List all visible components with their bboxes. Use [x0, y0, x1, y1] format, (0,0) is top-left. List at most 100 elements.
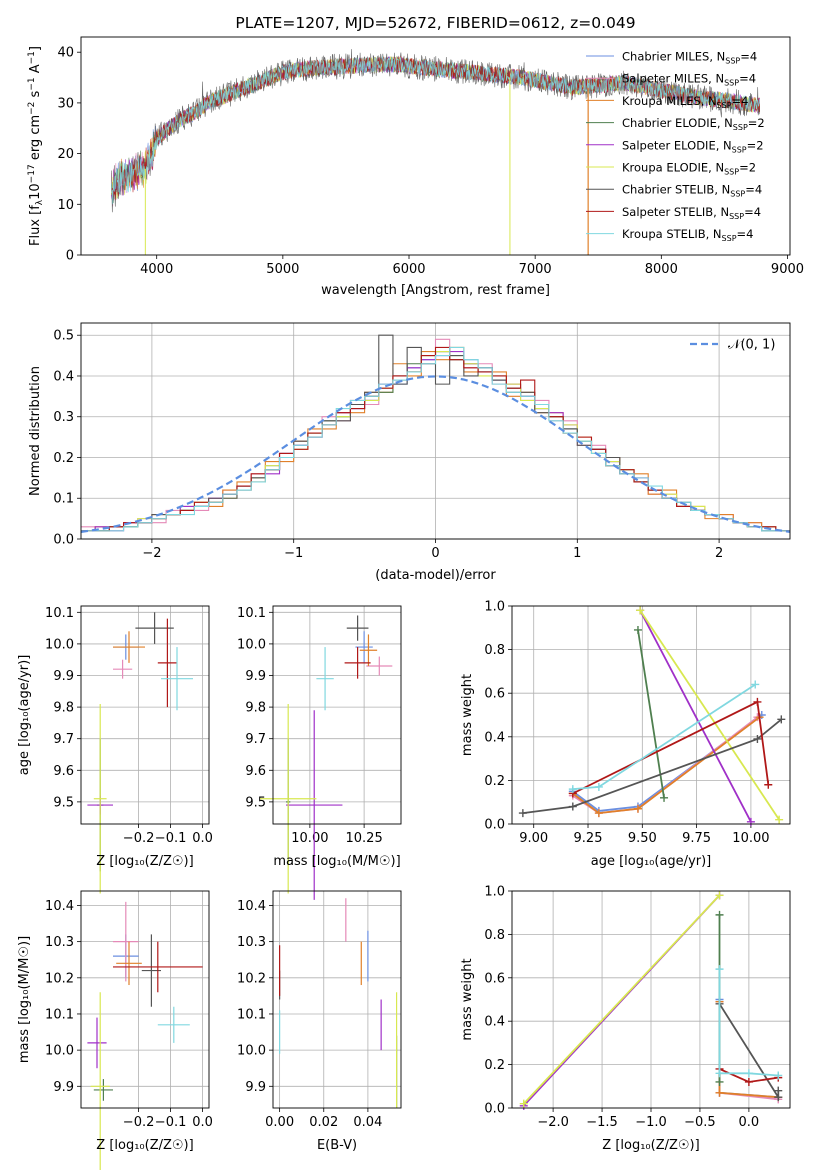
y-axis-label: mass weight — [460, 958, 475, 1040]
legend-label-main: Kroupa STELIB, N — [622, 227, 722, 241]
x-tick-label: 2 — [715, 546, 723, 561]
ebv_mass-points — [279, 898, 398, 1108]
x-tick-label: −2.0 — [537, 1115, 569, 1130]
series-line-salpeter_elodie — [639, 609, 752, 823]
series-marker-chabrier_stelib — [753, 734, 762, 743]
mass_age-axes: 10.00 10.25 9.5 9.6 9.7 9.8 9.9 10.0 10.1 — [237, 606, 401, 846]
x-tick-label: −1 — [284, 546, 303, 561]
y-tick-label: 9.8 — [53, 701, 74, 716]
y-tick-label: 0.0 — [484, 1102, 505, 1117]
y-tick-label: 10.0 — [45, 1044, 74, 1059]
y-tick-label: 30 — [57, 96, 74, 111]
y-tick-label: 10.1 — [237, 606, 266, 621]
series-marker-chabrier_stelib — [774, 1086, 783, 1095]
x-tick-label: 9000 — [771, 262, 804, 277]
y-axis-label-part: s — [28, 90, 43, 101]
y-tick-label: 0.8 — [484, 928, 505, 943]
y-tick-label: 0.4 — [484, 1015, 505, 1030]
series-line-chabrier_elodie — [637, 629, 665, 798]
z_age-frame — [80, 605, 210, 825]
y-tick-label: 9.7 — [53, 732, 74, 747]
x-tick-label: 10.00 — [291, 831, 328, 846]
series-marker-kroupa_stelib — [715, 965, 724, 974]
legend-label-sub: SSP — [722, 234, 737, 243]
series-line-chabrier_stelib — [522, 718, 782, 814]
legend-label-main: Salpeter STELIB, N — [622, 205, 729, 219]
x-tick-label: −0.1 — [155, 831, 187, 846]
y-tick-label: 0.0 — [53, 533, 74, 548]
y-tick-label: 0.0 — [484, 818, 505, 833]
x-axis-label: Z [log₁₀(Z/Z☉)] — [96, 1138, 193, 1153]
x-axis-label: wavelength [Angstrom, rest frame] — [321, 283, 550, 298]
x-axis-label: mass [log₁₀(M/M☉)] — [273, 854, 400, 869]
y-axis-label-part: ] — [28, 46, 43, 51]
y-tick-label: 0.2 — [484, 774, 505, 789]
z_mass-axes: −0.2 −0.1 0.0 9.9 10.0 10.1 10.2 10.3 10.4 — [45, 891, 213, 1130]
x-tick-label: 7000 — [519, 262, 552, 277]
y-tick-label: 1.0 — [484, 885, 505, 900]
y-tick-label: 10.1 — [237, 1007, 266, 1022]
legend-label: Kroupa STELIB, NSSP=4 — [622, 227, 753, 243]
y-tick-label: 1.0 — [484, 600, 505, 615]
x-axis-label: E(B-V) — [317, 1138, 357, 1153]
y-tick-label: 10.0 — [45, 637, 74, 652]
legend-label-rest: =4 — [744, 205, 761, 219]
y-tick-label: 9.9 — [245, 1080, 266, 1095]
x-tick-label: 10.25 — [346, 831, 383, 846]
series-marker-kroupa_stelib — [751, 680, 760, 689]
x-tick-label: −0.2 — [123, 831, 155, 846]
x-tick-label: −0.5 — [684, 1115, 716, 1130]
y-tick-label: 10.0 — [237, 637, 266, 652]
y-tick-label: 9.9 — [53, 1080, 74, 1095]
series-marker-kroupa_miles — [594, 809, 603, 818]
series-marker-kroupa_stelib — [744, 1069, 753, 1078]
x-tick-label: 5000 — [266, 262, 299, 277]
x-tick-label: 4000 — [140, 262, 173, 277]
series-line-salpeter_miles — [572, 716, 758, 815]
x-tick-label: 9.00 — [519, 831, 548, 846]
chart-title: PLATE=1207, MJD=52672, FIBERID=0612, z=0… — [235, 14, 635, 32]
y-tick-label: 9.8 — [245, 701, 266, 716]
legend-label-sub: SSP — [733, 123, 748, 132]
legend-label-main: Chabrier MILES, N — [622, 50, 725, 64]
legend-label-main: Chabrier STELIB, N — [622, 183, 730, 197]
legend-label-rest: =4 — [745, 183, 762, 197]
legend-label-rest: =4 — [740, 50, 757, 64]
legend-label-sub: SSP — [717, 101, 732, 110]
legend-label-rest: =4 — [737, 227, 754, 241]
ebv_mass-axes: 0.00 0.02 0.04 9.9 10.0 10.1 10.2 10.3 10.4 — [237, 891, 401, 1130]
age_weight-frame — [511, 605, 791, 825]
y-tick-label: 10.0 — [237, 1044, 266, 1059]
y-tick-label: 0.6 — [484, 687, 505, 702]
series-line-kroupa_stelib — [718, 969, 779, 1077]
y-tick-label: 9.9 — [53, 669, 74, 684]
legend-label-rest: =4 — [732, 94, 749, 108]
y-tick-label: 9.5 — [53, 795, 74, 810]
x-tick-label: 8000 — [645, 262, 678, 277]
series-marker-chabrier_stelib — [777, 715, 786, 724]
legend-label-rest: =2 — [748, 116, 765, 130]
series-marker-chabrier_elodie — [660, 793, 669, 802]
normal-curve — [81, 375, 790, 533]
legend-label-main: Kroupa MILES, N — [622, 94, 717, 108]
x-axis-label: Z [log₁₀(Z/Z☉)] — [602, 1138, 699, 1153]
series-marker-kroupa_elodie — [775, 815, 784, 824]
x-tick-label: 0.0 — [739, 1115, 760, 1130]
x-axis-label: age [log₁₀(age/yr)] — [591, 854, 712, 869]
legend-label-sub: SSP — [729, 212, 744, 221]
z_weight-frame — [511, 890, 791, 1109]
spectrum-axes: 4000 5000 6000 7000 8000 9000 0 10 20 30 40 — [57, 46, 804, 277]
series-marker-kroupa_stelib — [568, 785, 577, 794]
x-tick-label: −1.0 — [635, 1115, 667, 1130]
x-tick-label: −0.1 — [155, 1115, 187, 1130]
legend-label-rest: =2 — [739, 161, 756, 175]
y-tick-label: 9.6 — [245, 764, 266, 779]
y-axis-label-part: erg cm — [28, 115, 43, 164]
y-tick-label: 0.3 — [53, 410, 74, 425]
x-tick-label: 10.00 — [732, 831, 769, 846]
x-tick-label: 9.75 — [682, 831, 711, 846]
z_mass-points — [87, 901, 203, 1170]
y-tick-label: 10.4 — [45, 899, 74, 914]
y-axis-label-part: −2 — [27, 102, 37, 115]
y-tick-label: 40 — [57, 46, 74, 61]
